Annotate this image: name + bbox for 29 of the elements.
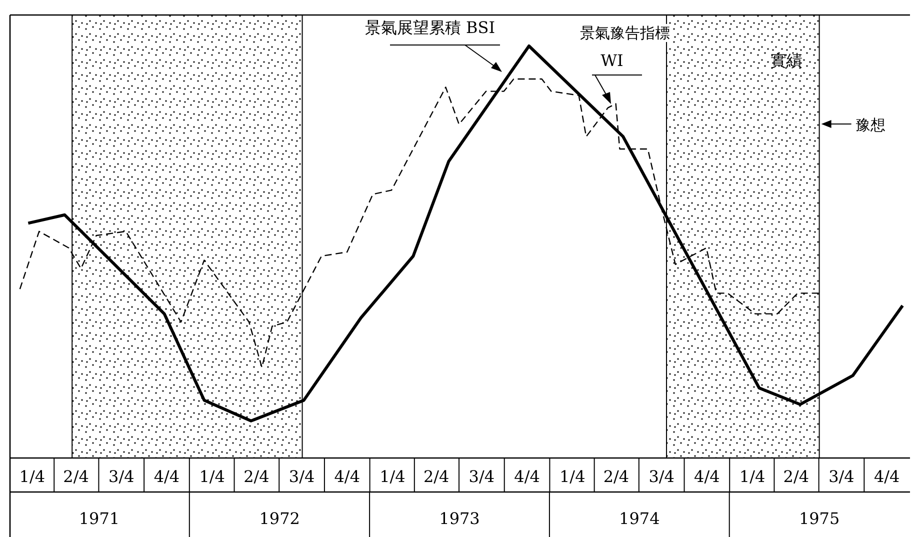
x-tick-label: 1/4 xyxy=(199,467,225,486)
x-tick-label: 4/4 xyxy=(154,467,180,486)
x-tick-label: 4/4 xyxy=(514,467,540,486)
x2-tick-label: 1975 xyxy=(798,509,840,528)
x-tick-label: 4/4 xyxy=(874,467,900,486)
x-tick-label: 4/4 xyxy=(334,467,360,486)
x-tick-label: 2/4 xyxy=(783,467,810,486)
x-tick-label: 3/4 xyxy=(828,467,854,486)
x2-tick-label: 1974 xyxy=(619,509,660,528)
annotation: 豫想 xyxy=(855,116,886,134)
x-tick-label: 3/4 xyxy=(288,467,315,486)
series-label: 景氣豫告指標 WI xyxy=(580,24,670,70)
x-tick-label: 2/4 xyxy=(63,467,89,486)
x-tick-label: 1/4 xyxy=(560,467,586,486)
x2-tick-label: 1971 xyxy=(78,509,120,528)
x-tick-label: 3/4 xyxy=(648,467,674,486)
x-tick-label: 3/4 xyxy=(108,467,134,486)
x-tick-label: 2/4 xyxy=(603,467,630,486)
x-tick-label: 2/4 xyxy=(244,467,270,486)
text: 景氣展望累積 BSI xyxy=(364,18,496,37)
annotation: 實績 xyxy=(770,51,802,70)
x-tick-label: 3/4 xyxy=(468,467,495,486)
x-tick-label: 1/4 xyxy=(380,467,406,486)
x2-tick-label: 1973 xyxy=(439,509,480,528)
x-tick-label: 1/4 xyxy=(739,467,766,486)
x-tick-label: 4/4 xyxy=(694,467,720,486)
x2-tick-label: 1972 xyxy=(259,509,300,528)
x-tick-label: 1/4 xyxy=(19,467,46,486)
x-tick-label: 2/4 xyxy=(423,467,450,486)
